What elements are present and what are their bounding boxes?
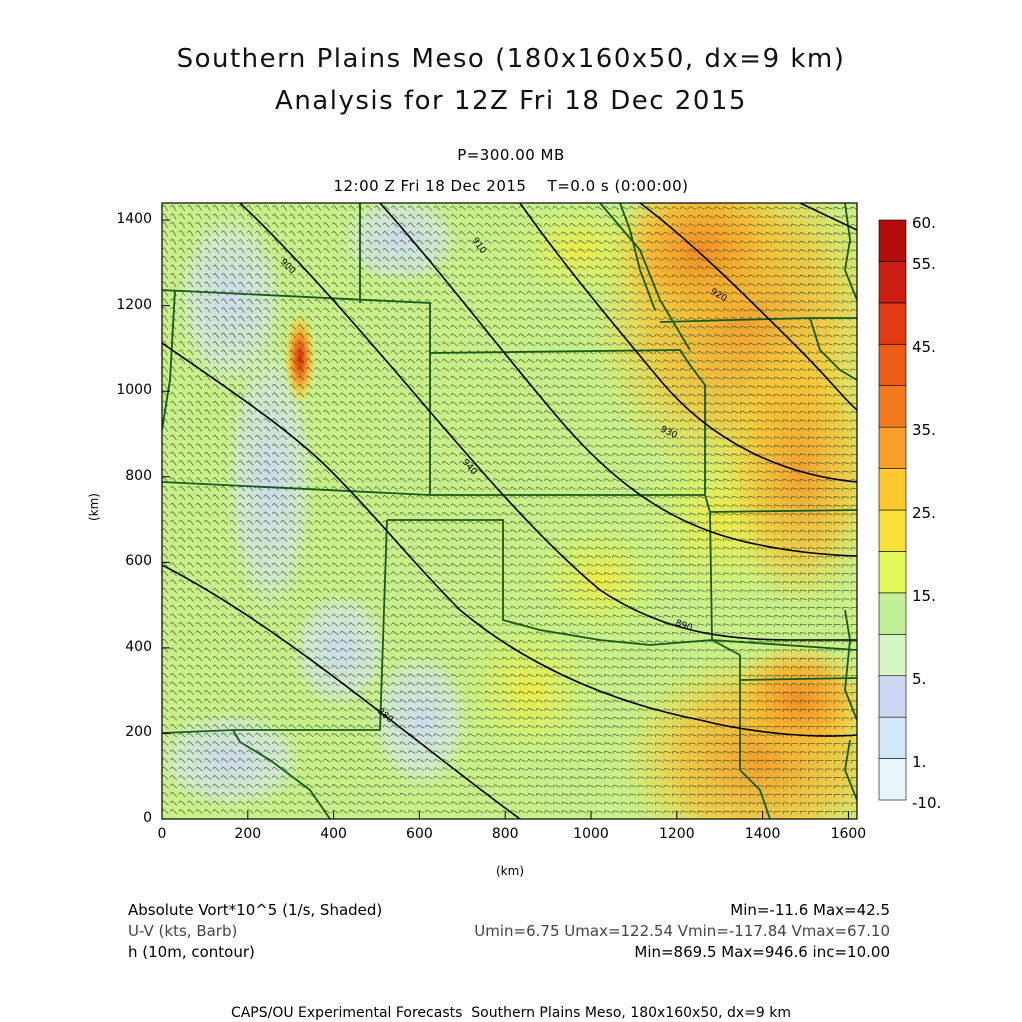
- colorbar-label: 55.: [912, 255, 936, 274]
- colorbar-segment: [878, 675, 907, 718]
- colorbar-segment: [878, 219, 907, 262]
- plot-frame: [161, 202, 858, 820]
- colorbar-segment: [878, 302, 907, 345]
- x-tick-label: 1200: [658, 826, 695, 842]
- shaded-field-stats: Min=-11.6 Max=42.5: [730, 901, 890, 919]
- valid-time-label: 12:00 Z Fri 18 Dec 2015 T=0.0 s (0:00:00…: [333, 177, 689, 195]
- x-tick-label: 0: [157, 826, 167, 842]
- colorbar-segment: [878, 261, 907, 304]
- colorbar-segment: [878, 468, 907, 511]
- y-tick-label: 1400: [116, 211, 152, 228]
- colorbar: [878, 219, 907, 801]
- axis-ticks: [161, 219, 849, 820]
- colorbar-label: 35.: [912, 421, 936, 440]
- colorbar-segment: [878, 426, 907, 469]
- colorbar-segment: [878, 633, 907, 677]
- x-tick-label: 1000: [573, 826, 609, 842]
- x-tick-label: 600: [406, 826, 433, 842]
- y-tick-label: 200: [125, 724, 152, 741]
- y-tick-label: 400: [125, 638, 152, 655]
- x-tick-label: 1400: [744, 826, 781, 842]
- colorbar-label: 60.: [912, 214, 936, 232]
- x-tick-label: 400: [320, 826, 347, 842]
- contour-field-stats: Min=869.5 Max=946.6 inc=10.00: [634, 943, 890, 961]
- x-tick-label: 800: [491, 826, 519, 842]
- shaded-field-label: Absolute Vort*10^5 (1/s, Shaded): [128, 901, 383, 919]
- x-axis-unit: (km): [496, 864, 525, 878]
- state-boundaries: [162, 203, 857, 819]
- colorbar-label: 1.: [912, 752, 927, 771]
- barb-field-stats: Umin=6.75 Umax=122.54 Vmin=-117.84 Vmax=…: [474, 922, 890, 940]
- colorbar-segment: [878, 716, 907, 759]
- colorbar-label: 45.: [912, 338, 936, 357]
- y-axis-unit: (km): [87, 492, 102, 522]
- colorbar-label: 5.: [912, 669, 927, 688]
- colorbar-segment: [878, 385, 907, 428]
- colorbar-segment: [878, 551, 907, 594]
- colorbar-segment: [878, 343, 907, 387]
- title-line-2: Analysis for 12Z Fri 18 Dec 2015: [275, 86, 747, 116]
- y-tick-label: 0: [143, 810, 152, 826]
- barb-glyphs: [162, 204, 857, 815]
- colorbar-label: -10.: [912, 794, 942, 812]
- wind-barbs: [162, 204, 857, 815]
- y-tick-label: 1000: [116, 382, 152, 399]
- colorbar-segment: [878, 509, 907, 552]
- footer-credit: CAPS/OU Experimental Forecasts Southern …: [230, 1005, 792, 1021]
- colorbar-label: 15.: [912, 586, 936, 605]
- colorbar-segment: [878, 592, 907, 635]
- contour-field-label: h (10m, contour): [128, 943, 255, 961]
- x-tick-label: 1600: [830, 826, 867, 842]
- x-tick-label: 200: [234, 826, 262, 842]
- colorbar-segment: [878, 758, 907, 801]
- height-contours: [162, 203, 857, 819]
- y-tick-label: 600: [125, 553, 152, 570]
- title-line-1: Southern Plains Meso (180x160x50, dx=9 k…: [176, 44, 846, 74]
- y-tick-label: 800: [125, 467, 152, 484]
- barb-field-label: U-V (kts, Barb): [128, 922, 238, 940]
- y-tick-label: 1200: [116, 296, 152, 313]
- level-label: P=300.00 MB: [457, 146, 565, 164]
- colorbar-label: 25.: [912, 504, 936, 522]
